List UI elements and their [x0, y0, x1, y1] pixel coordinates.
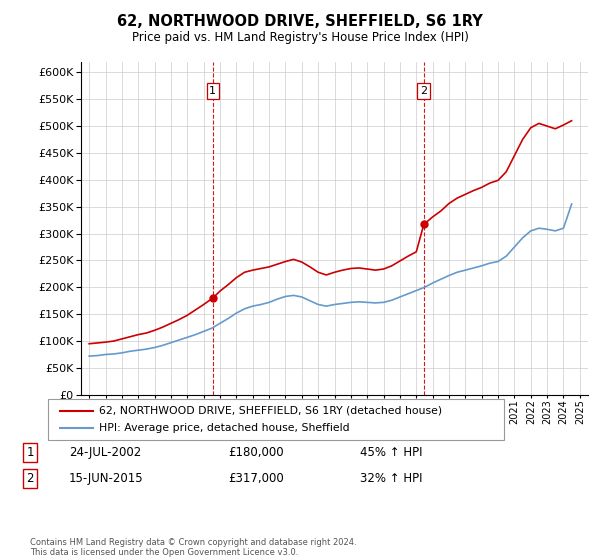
Text: Contains HM Land Registry data © Crown copyright and database right 2024.
This d: Contains HM Land Registry data © Crown c… — [30, 538, 356, 557]
Text: 15-JUN-2015: 15-JUN-2015 — [69, 472, 143, 486]
Text: £317,000: £317,000 — [228, 472, 284, 486]
Text: 24-JUL-2002: 24-JUL-2002 — [69, 446, 141, 459]
Text: 62, NORTHWOOD DRIVE, SHEFFIELD, S6 1RY (detached house): 62, NORTHWOOD DRIVE, SHEFFIELD, S6 1RY (… — [99, 405, 442, 416]
Text: 2: 2 — [26, 472, 34, 486]
Text: £180,000: £180,000 — [228, 446, 284, 459]
Text: 1: 1 — [26, 446, 34, 459]
Text: 32% ↑ HPI: 32% ↑ HPI — [360, 472, 422, 486]
Text: 45% ↑ HPI: 45% ↑ HPI — [360, 446, 422, 459]
Text: Price paid vs. HM Land Registry's House Price Index (HPI): Price paid vs. HM Land Registry's House … — [131, 31, 469, 44]
Text: 1: 1 — [209, 86, 217, 96]
Text: HPI: Average price, detached house, Sheffield: HPI: Average price, detached house, Shef… — [99, 423, 350, 433]
Text: 62, NORTHWOOD DRIVE, SHEFFIELD, S6 1RY: 62, NORTHWOOD DRIVE, SHEFFIELD, S6 1RY — [117, 14, 483, 29]
Text: 2: 2 — [420, 86, 427, 96]
